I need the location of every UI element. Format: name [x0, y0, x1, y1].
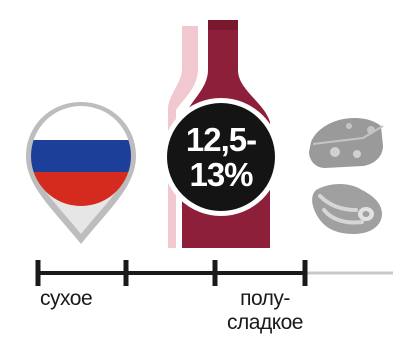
- scale-label-semi-line2: сладкое: [227, 311, 303, 334]
- scale-label-semi-line1: полу-: [240, 287, 290, 310]
- russia-flag-pin-icon: [26, 102, 136, 244]
- alcohol-line1: 12,5-: [185, 121, 257, 158]
- alcohol-line2: 13%: [189, 156, 253, 193]
- scale-label-dry: сухое: [40, 287, 93, 310]
- scale-label-semi-sweet: полу- сладкое: [210, 287, 320, 335]
- sweetness-scale: [35, 260, 393, 286]
- alcohol-badge: 12,5- 13%: [162, 98, 280, 216]
- meat-steak-icon: [312, 184, 382, 234]
- cheese-icon: [309, 118, 384, 168]
